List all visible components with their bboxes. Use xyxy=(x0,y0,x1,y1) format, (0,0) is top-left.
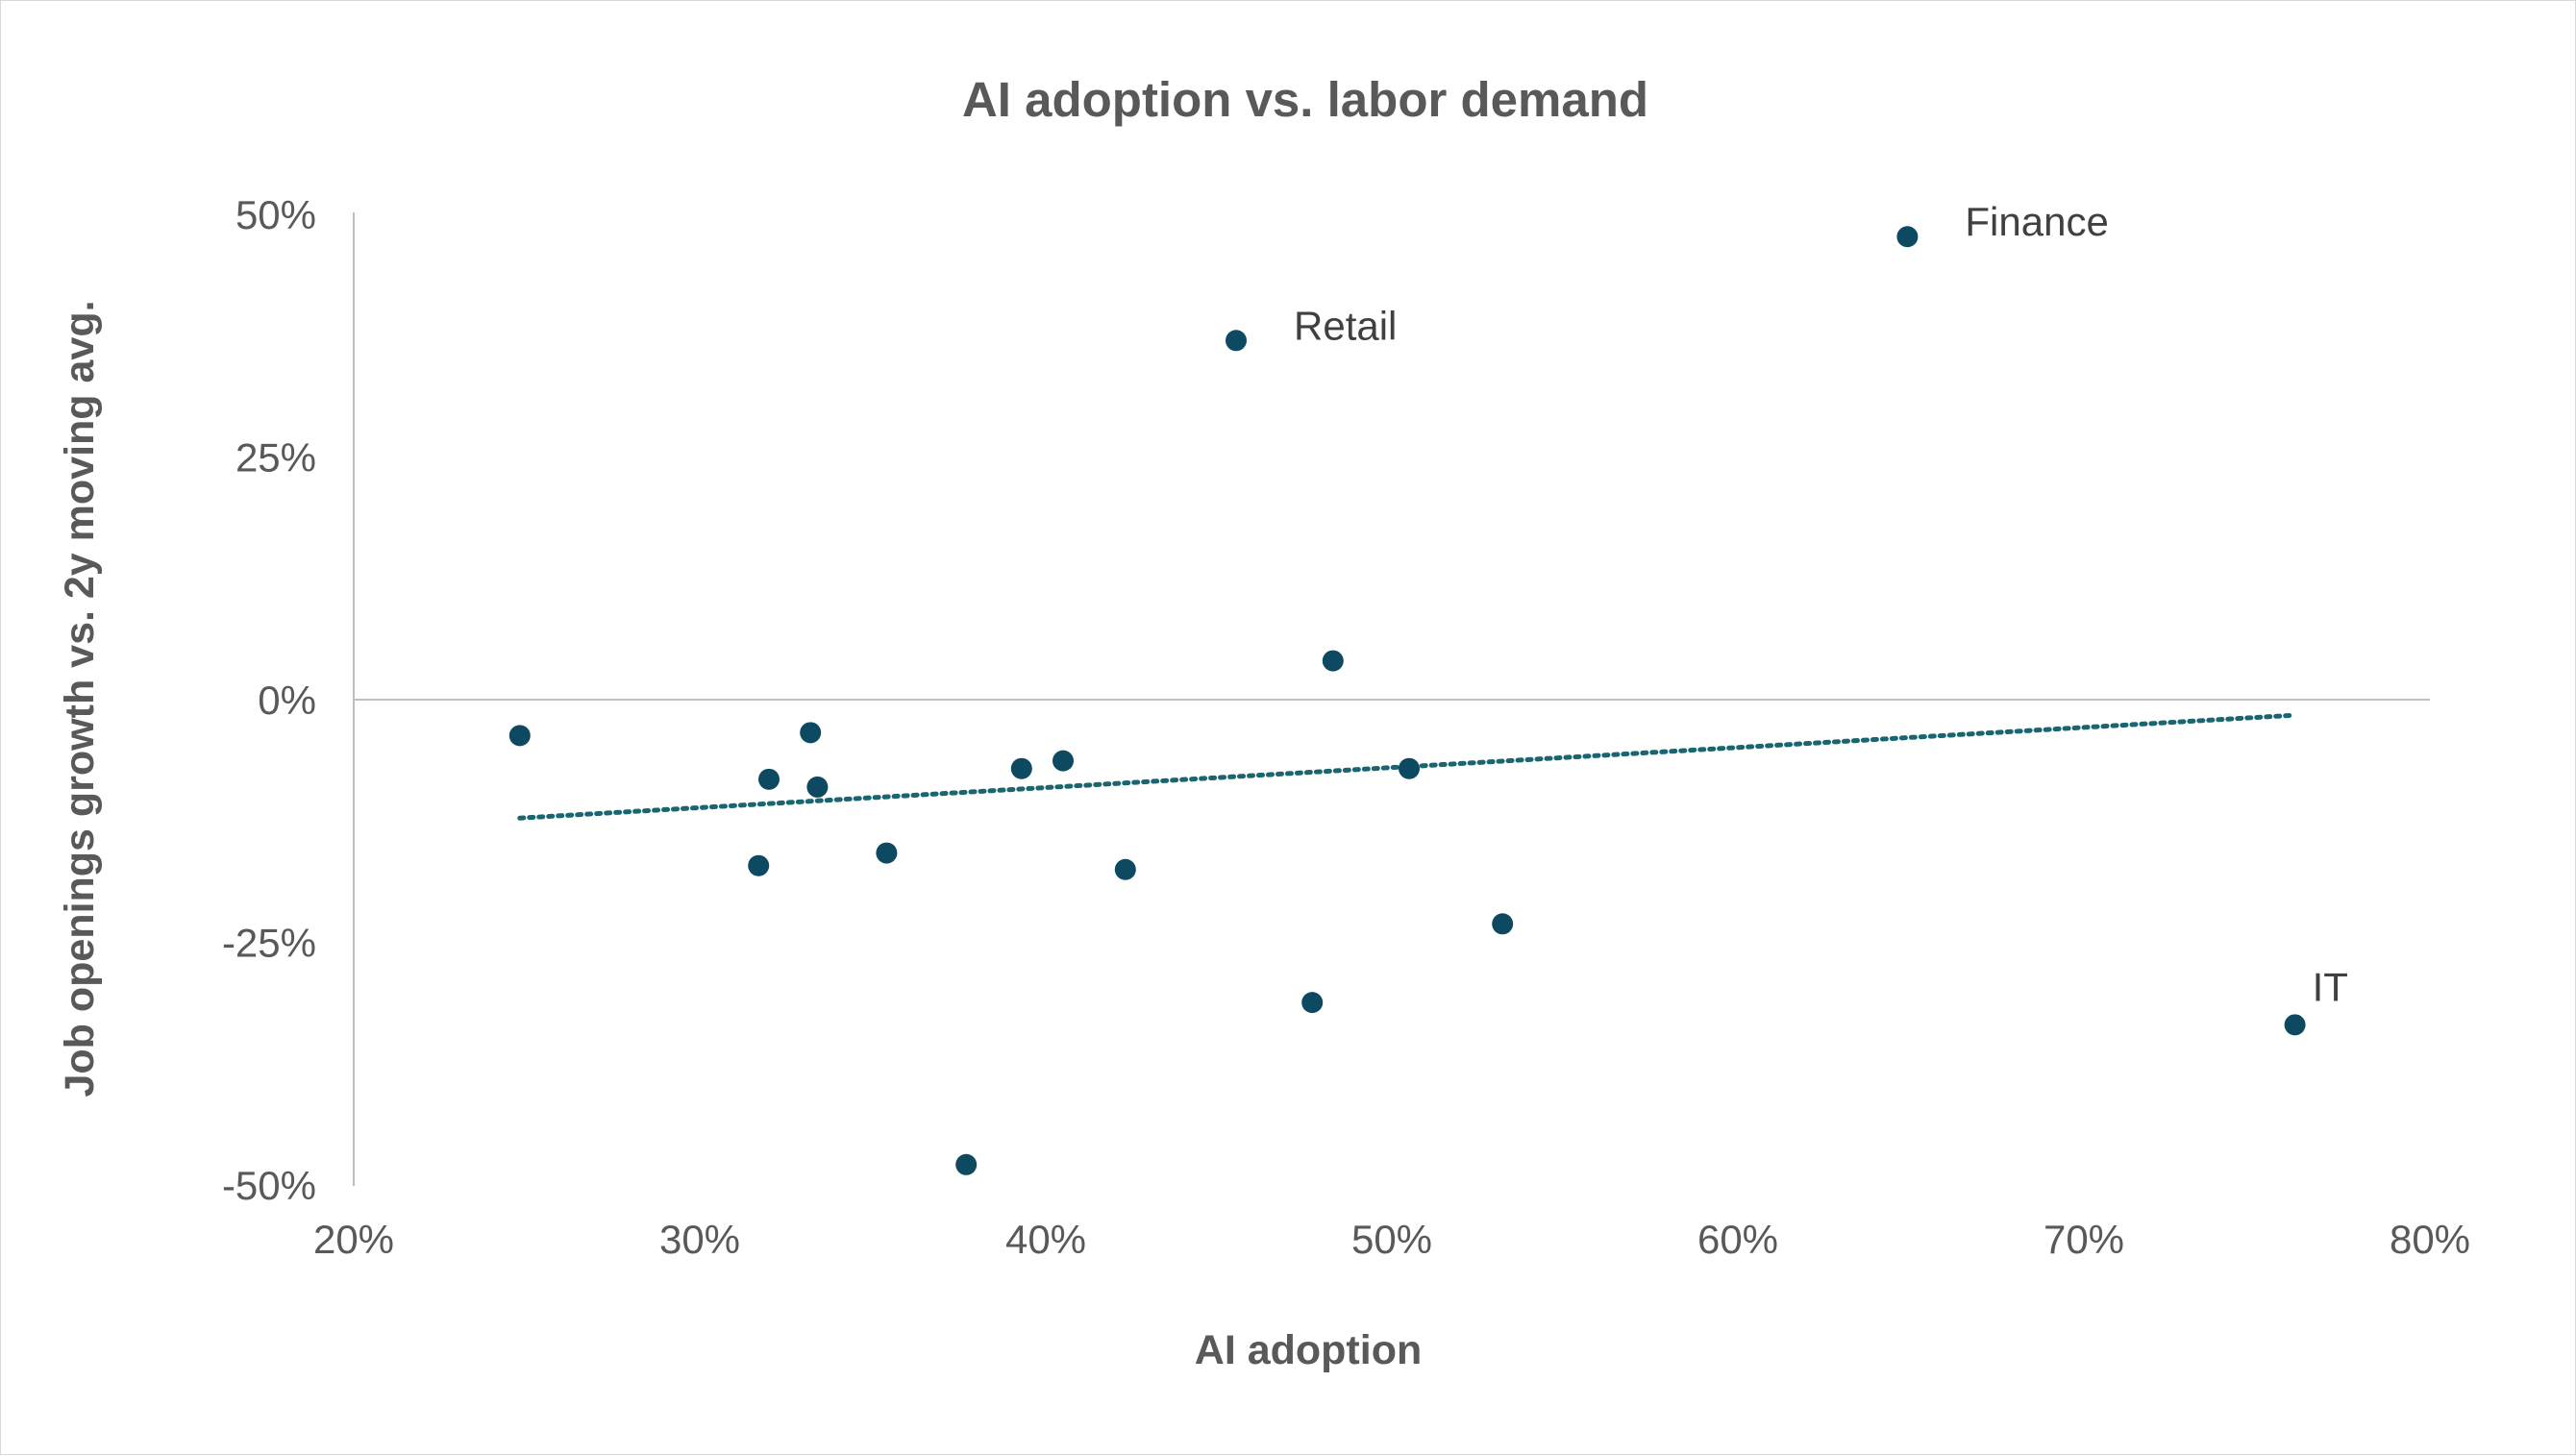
data-point xyxy=(800,722,822,744)
data-point xyxy=(1896,226,1919,248)
chart-title: AI adoption vs. labor demand xyxy=(962,72,1648,127)
y-tick-labels: 50% 25% 0% -25% -50% xyxy=(222,192,316,1208)
data-point xyxy=(1492,913,1514,935)
data-point xyxy=(955,1153,978,1175)
y-tick-label: 25% xyxy=(235,435,316,481)
data-point xyxy=(508,725,531,747)
x-tick-label: 60% xyxy=(1697,1217,1778,1262)
x-tick-label: 80% xyxy=(2390,1217,2470,1262)
data-point xyxy=(748,854,770,876)
point-label: Retail xyxy=(1294,303,1397,348)
data-point xyxy=(758,768,780,790)
x-tick-label: 40% xyxy=(1005,1217,1086,1262)
y-tick-label: 0% xyxy=(258,678,316,723)
data-point xyxy=(1301,992,1324,1014)
data-point xyxy=(2284,1014,2306,1036)
data-point xyxy=(1114,858,1136,880)
point-labels: Retail Finance IT xyxy=(1294,199,2348,1009)
data-point xyxy=(1053,750,1074,772)
x-tick-label: 50% xyxy=(1351,1217,1432,1262)
data-points xyxy=(508,226,2306,1175)
x-tick-label: 20% xyxy=(313,1217,394,1262)
point-label: IT xyxy=(2313,964,2348,1009)
data-point xyxy=(1010,757,1032,779)
point-label: Finance xyxy=(1965,199,2108,244)
y-tick-label: -25% xyxy=(222,921,316,966)
y-tick-label: 50% xyxy=(235,192,316,237)
data-point xyxy=(1226,330,1247,352)
data-point xyxy=(1322,650,1344,672)
x-tick-label: 70% xyxy=(2043,1217,2124,1262)
y-axis-title: Job openings growth vs. 2y moving avg. xyxy=(57,300,103,1097)
data-point xyxy=(1399,757,1420,779)
x-axis-title: AI adoption xyxy=(1195,1327,1422,1373)
data-point xyxy=(806,776,829,798)
data-point xyxy=(876,842,898,864)
x-tick-labels: 20% 30% 40% 50% 60% 70% 80% xyxy=(313,1217,2470,1262)
x-tick-label: 30% xyxy=(659,1217,740,1262)
y-tick-label: -50% xyxy=(222,1163,316,1208)
